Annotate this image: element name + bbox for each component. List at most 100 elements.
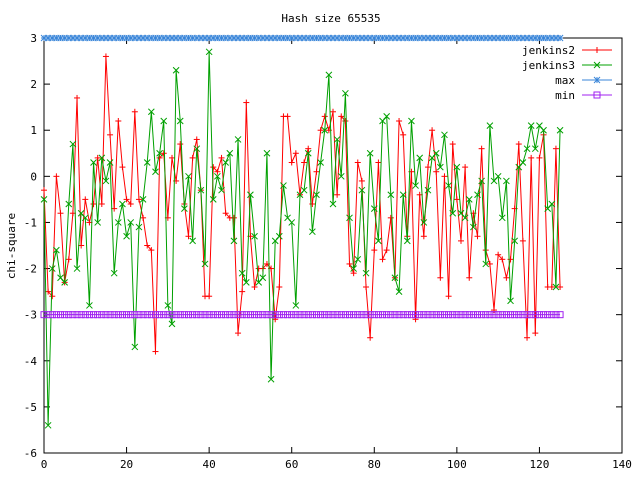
point-plus-marker xyxy=(400,131,407,138)
point-square-marker xyxy=(498,311,506,319)
marker-stroke xyxy=(432,311,440,319)
point-square-marker xyxy=(193,311,201,319)
marker-stroke xyxy=(317,311,325,319)
point-plus-marker xyxy=(420,233,427,240)
point-cross-marker xyxy=(226,149,234,157)
point-cross-marker xyxy=(247,191,254,199)
point-square-marker xyxy=(519,311,527,319)
marker-stroke xyxy=(391,311,399,319)
marker-stroke xyxy=(387,191,395,199)
marker-stroke xyxy=(73,265,81,272)
point-cross-marker xyxy=(482,260,490,268)
point-square-marker xyxy=(81,311,89,319)
point-square-marker xyxy=(61,311,69,319)
point-square-marker xyxy=(127,311,135,319)
point-plus-marker xyxy=(379,256,386,263)
point-square-marker xyxy=(189,311,197,319)
marker-stroke xyxy=(48,311,56,319)
point-cross-marker xyxy=(395,288,403,295)
point-square-marker xyxy=(185,311,192,319)
point-cross-marker xyxy=(110,269,118,277)
marker-stroke xyxy=(593,61,601,69)
point-plus-marker xyxy=(131,108,138,115)
point-plus-marker xyxy=(140,214,147,221)
marker-stroke xyxy=(160,311,168,319)
point-square-marker xyxy=(548,311,556,319)
marker-stroke xyxy=(420,311,428,319)
point-cross-marker xyxy=(383,113,391,120)
marker-stroke xyxy=(135,311,143,319)
marker-stroke xyxy=(432,149,440,157)
point-square-marker xyxy=(321,311,329,319)
marker-stroke xyxy=(114,311,122,319)
marker-stroke xyxy=(288,311,296,319)
point-cross-marker xyxy=(408,117,415,125)
point-square-marker xyxy=(341,311,349,319)
marker-stroke xyxy=(556,126,564,134)
point-cross-marker xyxy=(238,269,246,277)
point-square-marker xyxy=(197,311,205,319)
point-plus-marker xyxy=(222,210,229,217)
marker-stroke xyxy=(197,311,205,319)
marker-stroke xyxy=(399,311,407,319)
point-cross-marker xyxy=(222,159,230,166)
marker-stroke xyxy=(387,311,395,319)
x-tick-label: 120 xyxy=(529,458,549,471)
axis-ticks: 0 20 40 60 80 100 120 140 -6 -5 -4 -3 -2 -1 0 1 2 3 xyxy=(24,32,632,471)
marker-stroke xyxy=(375,237,382,245)
marker-stroke xyxy=(441,131,448,139)
point-cross-marker xyxy=(519,159,527,166)
point-square-marker xyxy=(147,311,155,319)
marker-stroke xyxy=(218,186,225,194)
plot-frame xyxy=(43,37,623,454)
marker-stroke xyxy=(279,311,287,319)
point-cross-marker xyxy=(44,421,52,429)
point-cross-marker xyxy=(494,172,502,180)
point-plus-marker xyxy=(53,173,60,180)
marker-stroke xyxy=(321,126,329,134)
marker-stroke xyxy=(284,214,291,222)
marker-stroke xyxy=(342,89,349,97)
x-tick-label: 20 xyxy=(120,458,133,471)
marker-stroke xyxy=(275,232,283,240)
point-square-marker xyxy=(511,311,519,319)
point-square-marker xyxy=(218,311,226,319)
marker-stroke xyxy=(593,76,601,84)
point-cross-marker xyxy=(143,159,151,166)
point-square-marker xyxy=(94,311,102,319)
marker-stroke xyxy=(341,311,349,319)
legend-item-min: min xyxy=(555,89,612,102)
marker-stroke xyxy=(531,311,539,319)
point-cross-marker xyxy=(552,283,560,291)
marker-stroke xyxy=(81,311,89,319)
point-cross-marker xyxy=(160,117,168,125)
point-square-marker xyxy=(469,311,477,319)
point-square-marker xyxy=(461,311,469,319)
marker-stroke xyxy=(309,228,316,236)
marker-stroke xyxy=(469,311,477,319)
marker-stroke xyxy=(474,311,481,319)
point-square-marker xyxy=(374,311,382,319)
point-cross-marker xyxy=(40,196,48,203)
marker-stroke xyxy=(189,237,196,245)
point-cross-marker xyxy=(523,145,531,153)
marker-stroke xyxy=(540,126,547,134)
point-plus-marker xyxy=(156,154,163,161)
point-square-marker xyxy=(420,311,428,319)
point-square-marker xyxy=(445,311,453,319)
point-cross-marker xyxy=(98,154,106,162)
marker-stroke xyxy=(420,219,428,226)
marker-stroke xyxy=(556,34,564,42)
marker-stroke xyxy=(453,163,461,171)
point-plus-marker xyxy=(168,154,175,161)
point-plus-marker xyxy=(309,201,316,207)
point-cross-marker xyxy=(230,237,238,245)
point-cross-marker xyxy=(234,136,242,143)
marker-stroke xyxy=(358,311,366,319)
series-jenkins3 xyxy=(40,48,564,429)
point-plus-marker xyxy=(429,127,436,134)
point-plus-marker xyxy=(127,201,134,207)
marker-stroke xyxy=(61,311,69,319)
point-cross-marker xyxy=(119,200,126,208)
